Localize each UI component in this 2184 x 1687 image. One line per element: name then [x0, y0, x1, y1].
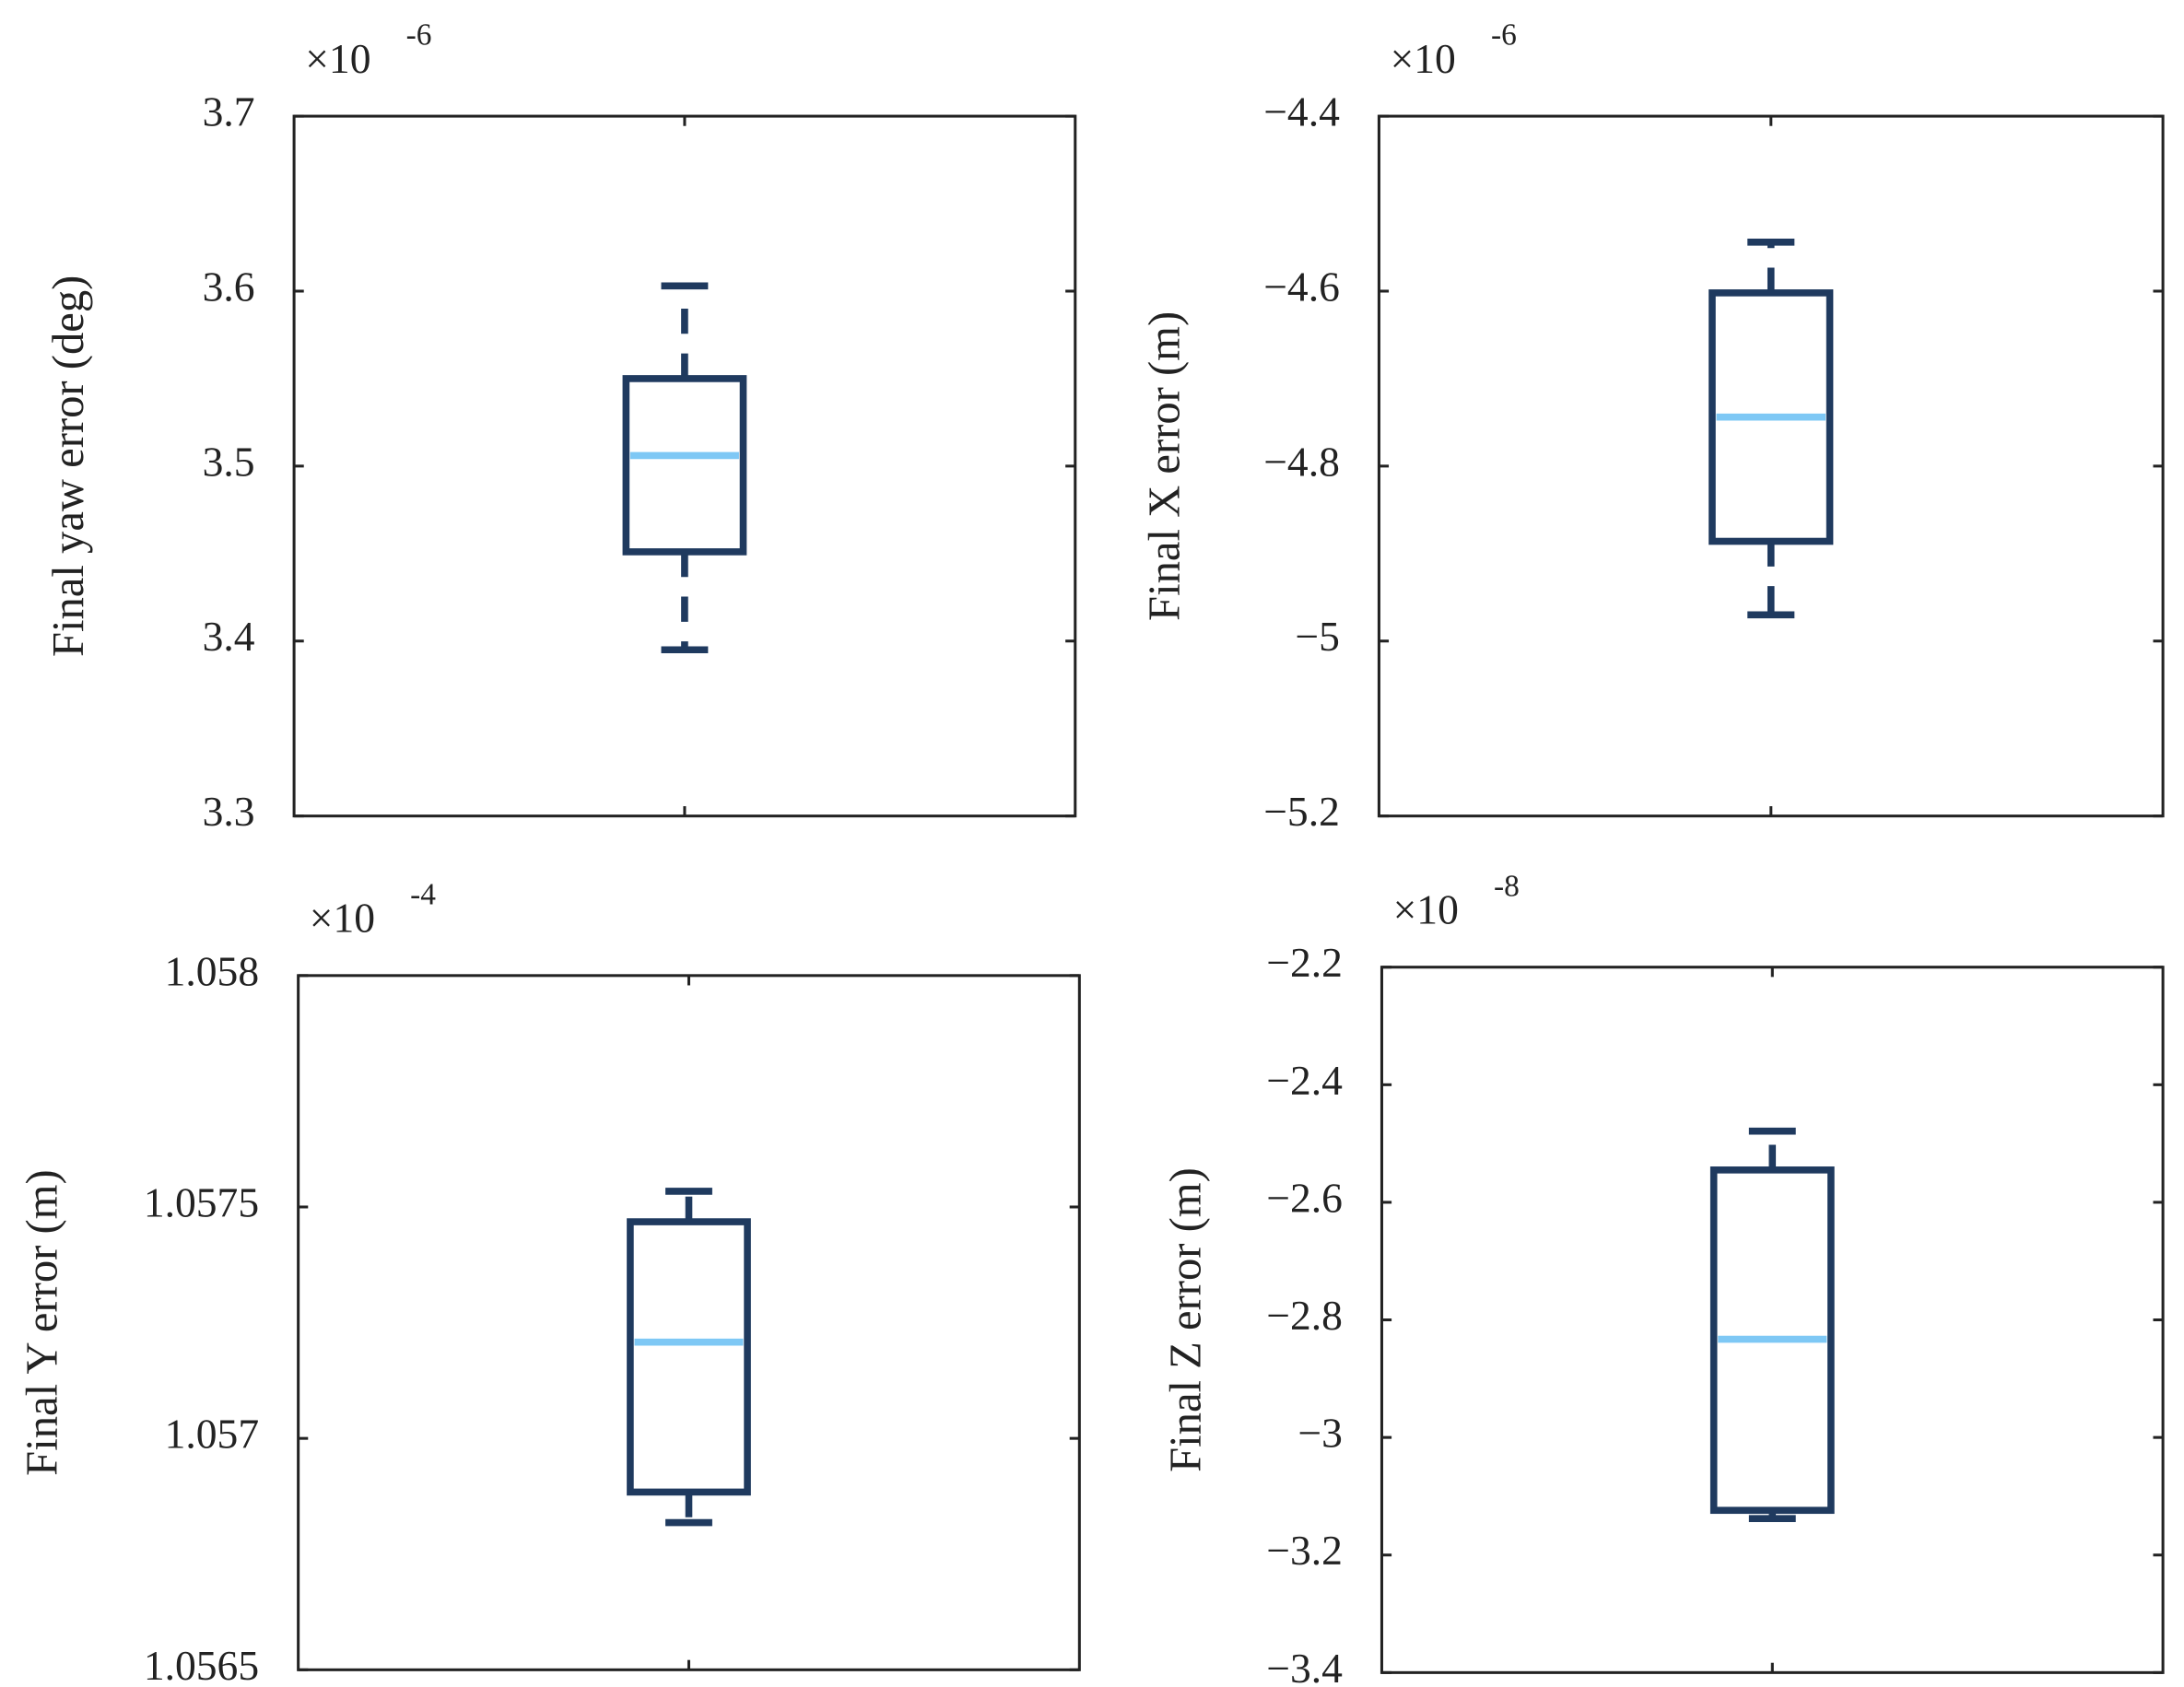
axes-box — [1377, 114, 2165, 818]
axes-box — [292, 114, 1077, 818]
axes-box — [297, 974, 1081, 1671]
box — [627, 1218, 751, 1496]
y-tick-label: −2.8 — [1266, 1292, 1343, 1339]
exponent-power: -6 — [406, 18, 432, 53]
y-tick-label: −2.6 — [1266, 1174, 1343, 1221]
y-tick-label: −5.2 — [1263, 788, 1340, 835]
y-tick-label: 3.7 — [203, 88, 255, 135]
box — [1709, 1166, 1835, 1515]
exponent-power: -4 — [410, 877, 436, 911]
y-tick-label: 1.0575 — [144, 1178, 259, 1225]
axes-box — [1380, 966, 2165, 1674]
y-axis-label: Final X error (m) — [1140, 311, 1190, 621]
y-axis-label: Final Z error (m) — [1160, 1167, 1210, 1472]
exponent-base: ×10 — [1393, 885, 1459, 932]
y-tick-label: 1.0565 — [144, 1642, 259, 1687]
exponent-base: ×10 — [305, 35, 370, 82]
y-tick-label: −4.8 — [1263, 438, 1340, 485]
y-axis-label: Final Y error (m) — [17, 1169, 66, 1476]
exponent-base: ×10 — [310, 895, 375, 942]
y-tick-label: 3.3 — [203, 788, 255, 835]
y-tick-label: 3.4 — [203, 613, 255, 660]
y-tick-label: −2.4 — [1266, 1057, 1343, 1104]
exponent-base: ×10 — [1391, 35, 1456, 82]
y-tick-label: 3.5 — [203, 438, 255, 485]
y-tick-label: −2.2 — [1266, 939, 1343, 986]
y-axis-label: Final yaw error (deg) — [43, 275, 93, 657]
y-tick-label: −3.4 — [1266, 1645, 1343, 1687]
y-tick-label: −5 — [1295, 613, 1339, 660]
y-tick-label: −4.6 — [1263, 263, 1340, 310]
y-tick-label: 3.6 — [203, 263, 255, 310]
y-tick-label: −3 — [1297, 1410, 1342, 1457]
exponent-power: -8 — [1494, 869, 1520, 903]
exponent-power: -6 — [1491, 18, 1517, 53]
box — [622, 375, 747, 556]
y-tick-label: −4.4 — [1263, 88, 1340, 135]
y-tick-label: 1.058 — [165, 947, 260, 994]
box — [1708, 289, 1834, 545]
y-tick-label: −3.2 — [1266, 1527, 1343, 1574]
y-tick-label: 1.057 — [165, 1411, 260, 1458]
